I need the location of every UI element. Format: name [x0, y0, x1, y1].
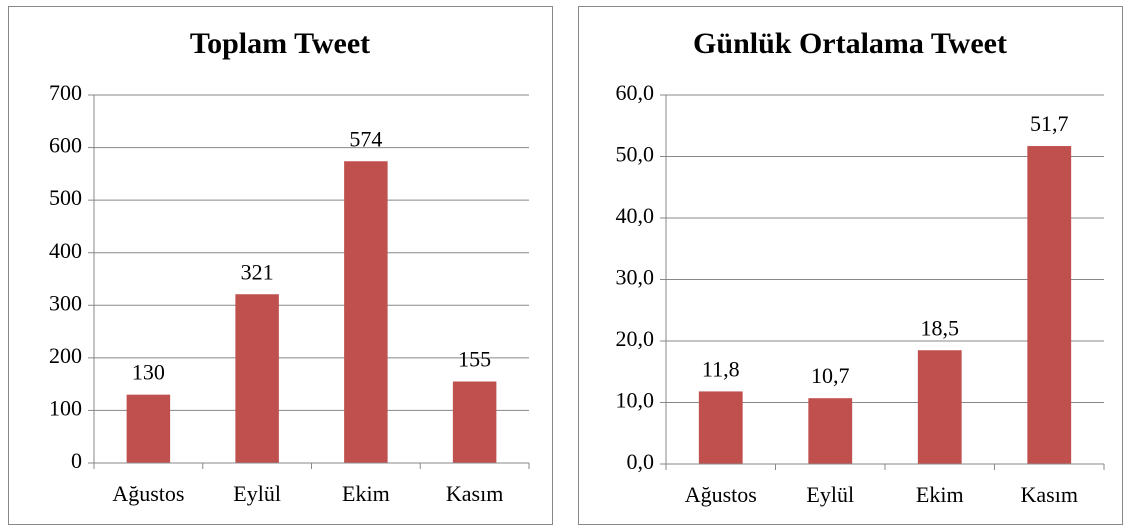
- y-tick-label: 600: [49, 133, 82, 158]
- value-label: 574: [349, 126, 382, 151]
- y-tick-label: 400: [49, 238, 82, 263]
- x-tick-label: Ağustos: [685, 482, 757, 507]
- bar: [1027, 146, 1072, 465]
- y-tick-label: 60,0: [616, 80, 655, 105]
- y-tick-label: 50,0: [616, 142, 655, 167]
- y-tick-label: 0: [71, 448, 82, 473]
- x-tick-label: Eylül: [806, 482, 854, 507]
- value-label: 155: [458, 347, 491, 372]
- bar: [698, 391, 743, 464]
- y-tick-label: 200: [49, 343, 82, 368]
- y-tick-label: 30,0: [616, 265, 655, 290]
- x-tick-label: Kasım: [446, 481, 503, 506]
- chart-title: Günlük Ortalama Tweet: [693, 27, 1007, 60]
- bar: [344, 161, 388, 464]
- y-tick-label: 500: [49, 185, 82, 210]
- bar: [452, 381, 497, 463]
- chart-title: Toplam Tweet: [190, 27, 370, 60]
- bar: [917, 350, 962, 464]
- bar: [808, 398, 853, 464]
- y-tick-label: 40,0: [616, 203, 655, 228]
- y-tick-label: 0,0: [627, 449, 655, 474]
- value-label: 11,8: [702, 356, 740, 381]
- value-label: 10,7: [811, 363, 850, 388]
- y-tick-label: 300: [49, 290, 82, 315]
- value-label: 51,7: [1030, 111, 1069, 136]
- value-label: 130: [132, 360, 165, 385]
- x-tick-label: Eylül: [233, 481, 281, 506]
- y-tick-label: 20,0: [616, 326, 655, 351]
- x-tick-label: Ekim: [916, 482, 964, 507]
- value-label: 18,5: [921, 315, 960, 340]
- x-tick-label: Ağustos: [112, 481, 184, 506]
- y-tick-label: 700: [49, 80, 82, 105]
- bar: [126, 394, 171, 463]
- y-tick-label: 10,0: [616, 388, 655, 413]
- x-tick-label: Ekim: [342, 481, 390, 506]
- value-label: 321: [241, 259, 274, 284]
- bar: [235, 294, 279, 463]
- x-tick-label: Kasım: [1021, 482, 1078, 507]
- y-tick-label: 100: [49, 395, 82, 420]
